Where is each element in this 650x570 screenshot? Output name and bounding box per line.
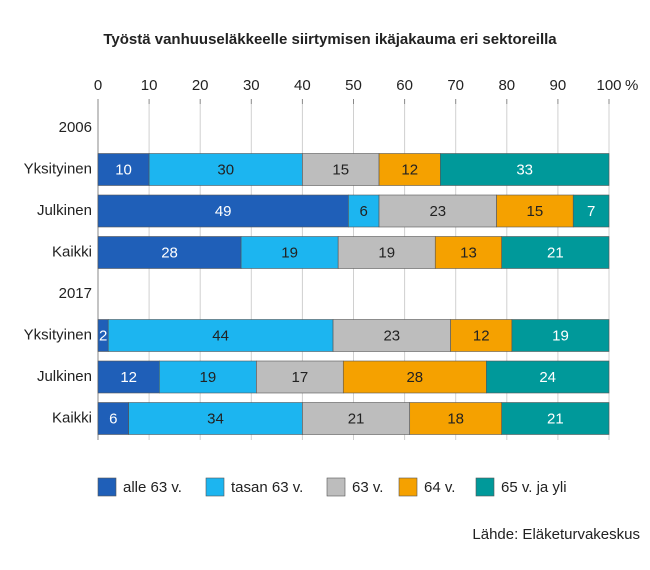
data-label: 33 <box>516 161 533 178</box>
bar-segment <box>240 236 339 269</box>
bar-segment <box>97 153 150 186</box>
legend-swatch <box>205 477 225 497</box>
bar-segment <box>501 236 610 269</box>
data-label: 49 <box>215 203 232 220</box>
x-tick-label: 10 <box>141 77 158 94</box>
data-label: 30 <box>217 161 234 178</box>
x-tick-label: 80 <box>498 77 515 94</box>
data-label: 19 <box>281 244 298 261</box>
data-label: 19 <box>378 244 395 261</box>
x-unit-label: % <box>625 77 638 94</box>
y-tick-label: 2006 <box>59 119 92 136</box>
bar-segment <box>342 360 487 394</box>
legend-swatch <box>326 477 346 497</box>
bar-segment <box>450 319 513 352</box>
bar-segment <box>302 153 380 186</box>
data-label: 13 <box>460 244 477 261</box>
y-tick-label: 2017 <box>59 285 92 302</box>
data-label: 15 <box>332 161 349 178</box>
legend-swatch <box>475 477 495 497</box>
legend-swatch <box>97 477 117 497</box>
data-label: 21 <box>547 244 564 261</box>
bar-segment <box>337 236 436 269</box>
data-label: 18 <box>447 410 464 427</box>
y-tick-label: Yksityinen <box>24 160 92 177</box>
bar-segment <box>378 194 497 228</box>
x-tick-label: 40 <box>294 77 311 94</box>
legend-label: tasan 63 v. <box>231 479 303 496</box>
x-tick-label: 30 <box>243 77 260 94</box>
data-label: 15 <box>527 203 544 220</box>
x-tick-label: 70 <box>447 77 464 94</box>
bar-segment <box>302 402 411 435</box>
legend-label: 63 v. <box>352 479 383 496</box>
bar-segment <box>434 236 502 269</box>
y-tick-label: Kaikki <box>52 243 92 260</box>
bar-segment <box>97 236 242 269</box>
data-label: 21 <box>348 410 365 427</box>
y-tick-label: Julkinen <box>37 368 92 385</box>
bar-segment <box>409 402 502 435</box>
x-tick-label: 100 <box>596 77 621 94</box>
data-label: 44 <box>212 327 229 344</box>
x-tick-label: 50 <box>345 77 362 94</box>
bar-segment <box>148 153 303 186</box>
bar-segment <box>97 402 129 435</box>
data-label: 28 <box>406 369 423 386</box>
bar-segment <box>159 360 257 394</box>
data-label: 21 <box>547 410 564 427</box>
x-tick-label: 90 <box>550 77 567 94</box>
bar-segment <box>440 153 610 186</box>
data-label: 17 <box>292 369 309 386</box>
data-label: 12 <box>473 327 490 344</box>
data-label: 23 <box>429 203 446 220</box>
bar-segment <box>97 194 349 228</box>
data-label: 12 <box>120 369 137 386</box>
y-tick-label: Julkinen <box>37 202 92 219</box>
data-label: 7 <box>587 203 595 220</box>
data-label: 24 <box>539 369 556 386</box>
bar-segment <box>486 360 610 394</box>
data-label: 6 <box>109 410 117 427</box>
y-tick-label: Kaikki <box>52 409 92 426</box>
source-note: Lähde: Eläketurvakeskus <box>472 526 640 543</box>
legend-swatch <box>398 477 418 497</box>
chart-title: Työstä vanhuuseläkkeelle siirtymisen ikä… <box>103 31 557 48</box>
data-label: 6 <box>360 203 368 220</box>
bar-segment <box>128 402 303 435</box>
x-tick-label: 20 <box>192 77 209 94</box>
bar-segment <box>348 194 380 228</box>
x-tick-label: 60 <box>396 77 413 94</box>
data-label: 2 <box>99 327 107 344</box>
data-label: 19 <box>200 369 217 386</box>
legend-label: 64 v. <box>424 479 455 496</box>
bar-segment <box>501 402 610 435</box>
bar-segment <box>107 319 334 352</box>
data-label: 23 <box>383 327 400 344</box>
data-label: 10 <box>115 161 132 178</box>
data-label: 19 <box>552 327 569 344</box>
data-label: 34 <box>207 410 224 427</box>
legend-label: 65 v. ja yli <box>501 479 567 496</box>
bar-segment <box>256 360 344 394</box>
data-label: 12 <box>401 161 418 178</box>
bar-segment <box>378 153 441 186</box>
bar-segment <box>572 194 610 228</box>
bar-segment <box>511 319 610 352</box>
y-tick-label: Yksityinen <box>24 326 92 343</box>
legend-label: alle 63 v. <box>123 479 182 496</box>
data-label: 28 <box>161 244 178 261</box>
x-tick-label: 0 <box>94 77 102 94</box>
